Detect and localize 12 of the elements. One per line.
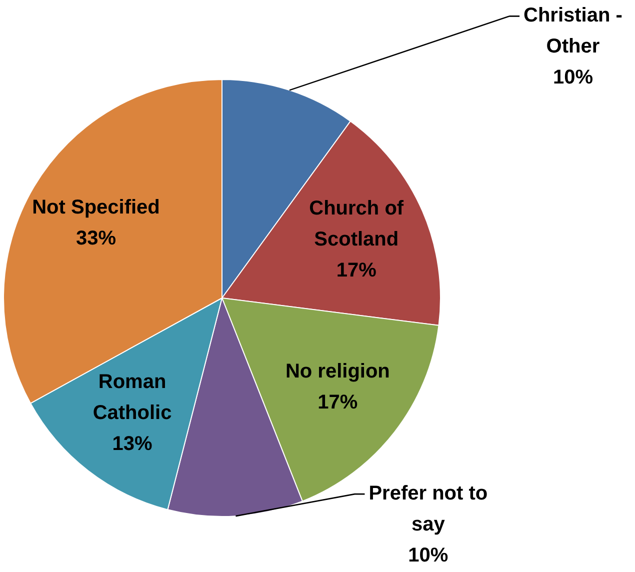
slice-label: Christian - Other: [524, 4, 622, 58]
data-label: 13%: [112, 433, 153, 456]
slice-label: No religion: [285, 360, 390, 383]
slice-label: Not Specified: [32, 196, 160, 218]
slice-label: Church of Scotland: [309, 197, 404, 250]
data-label: 17%: [336, 259, 377, 282]
slice-label: Prefer not to say: [368, 482, 488, 536]
data-label: 17%: [318, 392, 358, 414]
data-label: 10%: [408, 544, 448, 567]
data-label: 33%: [76, 227, 116, 250]
slice-label: Roman Catholic: [92, 371, 172, 424]
data-label: 10%: [552, 66, 594, 89]
